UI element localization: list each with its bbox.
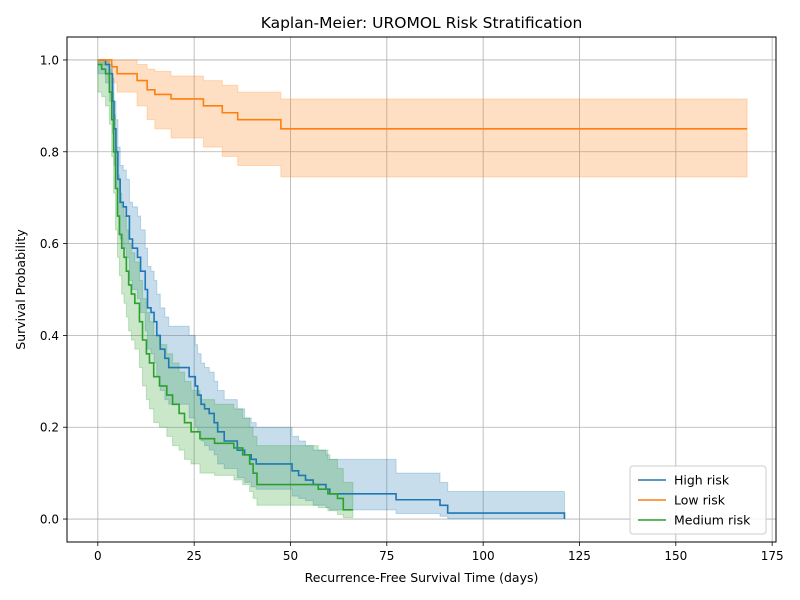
x-tick-label: 175: [761, 549, 784, 563]
x-axis-ticks: 0 25 50 75 100 125 150 175: [94, 542, 784, 563]
survival-curves: [97, 59, 748, 520]
x-tick-label: 25: [187, 549, 202, 563]
y-tick-label: 1.0: [40, 53, 59, 67]
y-tick-label: 0.4: [40, 329, 59, 343]
x-tick-label: 50: [283, 549, 298, 563]
y-axis-ticks: 0.0 0.2 0.4 0.6 0.8 1.0: [40, 53, 67, 527]
x-tick-label: 75: [379, 549, 394, 563]
x-tick-label: 125: [568, 549, 591, 563]
x-tick-label: 0: [94, 549, 102, 563]
y-tick-label: 0.0: [40, 513, 59, 527]
y-axis-label: Survival Probability: [13, 229, 28, 350]
y-tick-label: 0.6: [40, 237, 59, 251]
grid-lines: [67, 37, 776, 542]
medium-risk-curve: [97, 63, 353, 511]
plot-frame: [66, 36, 777, 543]
y-tick-label: 0.2: [40, 421, 59, 435]
medium-risk-ci-band: [97, 59, 354, 519]
x-tick-label: 100: [472, 549, 495, 563]
legend: High risk Low risk Medium risk: [629, 465, 767, 535]
y-tick-label: 0.8: [40, 145, 59, 159]
high-risk-curve: [97, 59, 566, 520]
low-risk-curve: [97, 59, 748, 130]
low-risk-legend-label: Low risk: [674, 493, 726, 508]
x-tick-label: 150: [664, 549, 687, 563]
high-risk-legend-label: High risk: [674, 473, 730, 488]
medium-risk-legend-label: Medium risk: [674, 513, 751, 528]
legend-box: [629, 465, 767, 535]
confidence-bands: [97, 59, 748, 520]
chart-title: Kaplan-Meier: UROMOL Risk Stratification: [261, 14, 583, 32]
x-axis-label: Recurrence-Free Survival Time (days): [305, 570, 539, 585]
low-risk-ci-band: [97, 59, 748, 178]
